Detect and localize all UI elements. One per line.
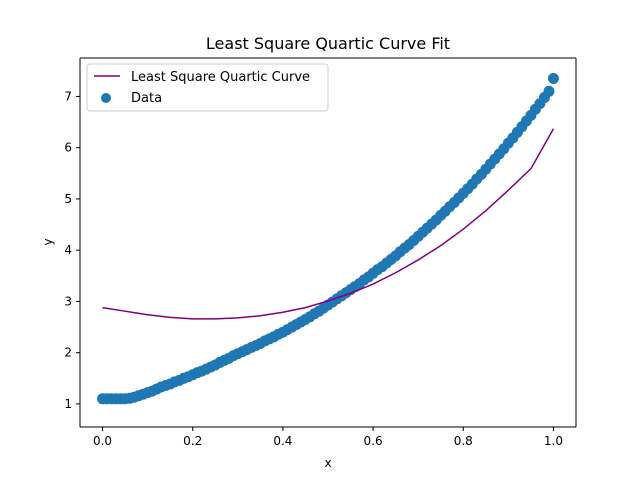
legend-label-data: Data bbox=[131, 91, 162, 106]
x-tick-label: 0.8 bbox=[454, 434, 473, 448]
legend-box bbox=[86, 63, 329, 112]
y-tick-label: 1 bbox=[64, 397, 72, 411]
x-tick-label: 0.6 bbox=[364, 434, 383, 448]
chart-title: Least Square Quartic Curve Fit bbox=[206, 34, 450, 53]
axes-frame bbox=[79, 57, 577, 428]
fit-curve-line bbox=[102, 128, 555, 320]
data-point bbox=[543, 85, 555, 97]
x-axis-ticks: 0.0 0.2 0.4 0.6 0.8 1.0 bbox=[93, 427, 563, 448]
y-tick-label: 7 bbox=[64, 89, 72, 103]
data-point bbox=[547, 73, 559, 84]
x-tick-label: 0.0 bbox=[93, 434, 112, 448]
y-tick-label: 2 bbox=[64, 346, 72, 360]
y-axis-label: y bbox=[41, 238, 55, 245]
legend: Least Square Quartic Curve Data bbox=[86, 63, 329, 112]
x-tick-label: 0.2 bbox=[183, 434, 202, 448]
legend-swatch-marker bbox=[101, 93, 111, 103]
y-tick-label: 5 bbox=[64, 192, 72, 206]
x-tick-label: 0.4 bbox=[273, 434, 292, 448]
y-tick-label: 4 bbox=[64, 243, 72, 257]
y-tick-label: 6 bbox=[64, 141, 72, 155]
x-axis-label: x bbox=[324, 456, 331, 470]
series-layer bbox=[97, 73, 559, 405]
plot-area: 0.0 0.2 0.4 0.6 0.8 1.0 1 2 3 4 5 6 7 bbox=[64, 57, 577, 448]
x-tick-label: 1.0 bbox=[544, 434, 563, 448]
legend-label-curve: Least Square Quartic Curve bbox=[131, 70, 310, 85]
y-axis-ticks: 1 2 3 4 5 6 7 bbox=[64, 89, 80, 411]
y-tick-label: 3 bbox=[64, 294, 72, 308]
